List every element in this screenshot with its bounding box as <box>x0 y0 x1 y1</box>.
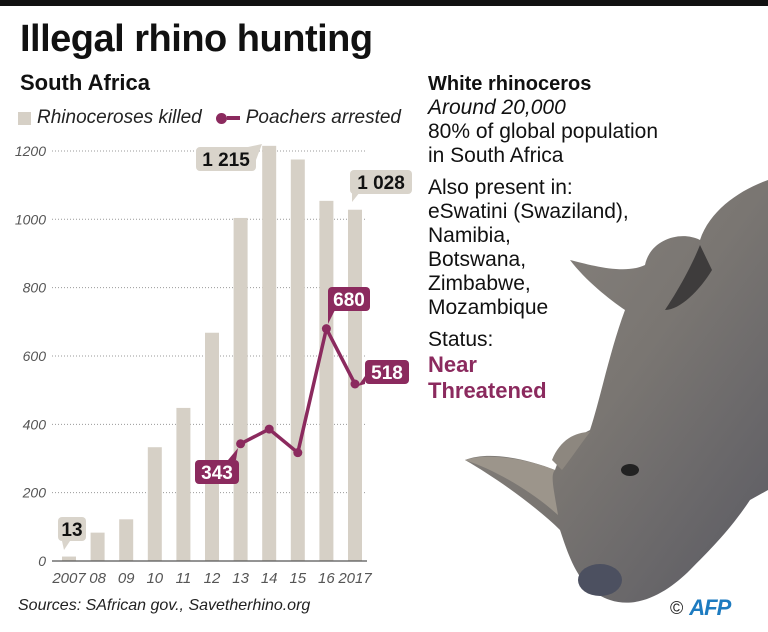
country-item: Namibia, <box>428 224 511 247</box>
x-tick-label: 10 <box>146 570 163 587</box>
line-point <box>236 439 246 449</box>
svg-text:1 215: 1 215 <box>202 150 250 171</box>
country-item: Mozambique <box>428 296 549 319</box>
sources-note: Sources: SAfrican gov., Savetherhino.org <box>18 597 311 614</box>
legend: Rhinoceroses killed Poachers arrested <box>18 107 401 129</box>
line-marker-icon <box>215 112 227 124</box>
x-tick-label: 15 <box>289 570 306 587</box>
rhino-eye-icon <box>621 464 639 476</box>
credit: © AFP <box>670 595 731 621</box>
line-point <box>321 324 331 334</box>
y-tick-label: 400 <box>23 416 47 432</box>
share-line-2: in South Africa <box>428 144 564 167</box>
x-tick-label: 08 <box>89 570 106 587</box>
x-tick-label: 09 <box>118 570 135 587</box>
present-label: Also present in: <box>428 176 573 199</box>
legend-line-label: Poachers arrested <box>245 107 401 128</box>
svg-text:518: 518 <box>371 363 403 384</box>
y-tick-label: 0 <box>38 553 46 569</box>
status-label: Status: <box>428 328 494 351</box>
bar <box>262 145 277 561</box>
info-panel: White rhinoceros Around 20,000 80% of gl… <box>428 72 658 404</box>
bar <box>119 519 134 561</box>
value-callout: 13 <box>58 517 86 550</box>
x-tick-label: 2017 <box>337 570 372 587</box>
chart-subtitle: South Africa <box>20 70 150 95</box>
species-heading: White rhinoceros <box>428 73 592 95</box>
value-callout: 1 215 <box>196 144 262 171</box>
y-tick-label: 600 <box>23 348 47 364</box>
bar <box>176 407 191 561</box>
value-callout: 518 <box>358 360 409 386</box>
bar <box>205 332 219 561</box>
y-tick-label: 1200 <box>15 143 46 159</box>
chart-plot: 0 200 400 600 800 1000 1200 2007 08 09 10 11 12 13 14 1… <box>15 143 412 587</box>
bar <box>62 556 76 561</box>
y-tick-label: 1000 <box>15 211 46 227</box>
share-line-1: 80% of global population <box>428 120 659 143</box>
x-tick-label: 2007 <box>51 570 86 587</box>
x-tick-label: 14 <box>261 570 278 587</box>
line-point <box>350 379 360 389</box>
bar <box>290 159 305 561</box>
bar-swatch-icon <box>18 111 31 125</box>
svg-text:1 028: 1 028 <box>357 173 405 194</box>
bar <box>319 200 334 561</box>
status-value-line-1: Near <box>428 352 477 377</box>
country-item: Botswana, <box>428 248 527 271</box>
population-text: Around 20,000 <box>428 96 566 119</box>
status-value-line-2: Threatened <box>428 378 547 403</box>
line-dash-icon <box>226 116 240 120</box>
bar <box>147 447 162 561</box>
bar <box>90 532 105 561</box>
top-rule <box>0 0 768 6</box>
line-point <box>264 424 274 434</box>
svg-text:13: 13 <box>61 520 82 541</box>
bar <box>233 217 248 561</box>
x-tick-label: 13 <box>232 570 249 587</box>
country-item: Zimbabwe, <box>428 272 531 295</box>
value-callout: 1 028 <box>350 170 412 202</box>
copyright-icon: © <box>670 597 684 618</box>
value-callout: 680 <box>328 287 370 324</box>
afp-logo: AFP <box>689 595 731 620</box>
y-tick-label: 200 <box>22 485 47 501</box>
x-tick-label: 16 <box>318 570 335 587</box>
rhino-head-illustration <box>465 180 768 603</box>
svg-text:343: 343 <box>201 463 233 484</box>
country-item: eSwatini (Swaziland), <box>428 200 629 223</box>
line-point <box>293 448 303 458</box>
y-tick-label: 800 <box>23 280 47 296</box>
legend-bars-label: Rhinoceroses killed <box>37 107 202 128</box>
chart-title: Illegal rhino hunting <box>20 18 373 60</box>
x-tick-label: 12 <box>204 570 221 587</box>
svg-text:680: 680 <box>333 290 365 311</box>
x-tick-label: 11 <box>176 570 192 587</box>
value-callout: 343 <box>195 448 239 484</box>
